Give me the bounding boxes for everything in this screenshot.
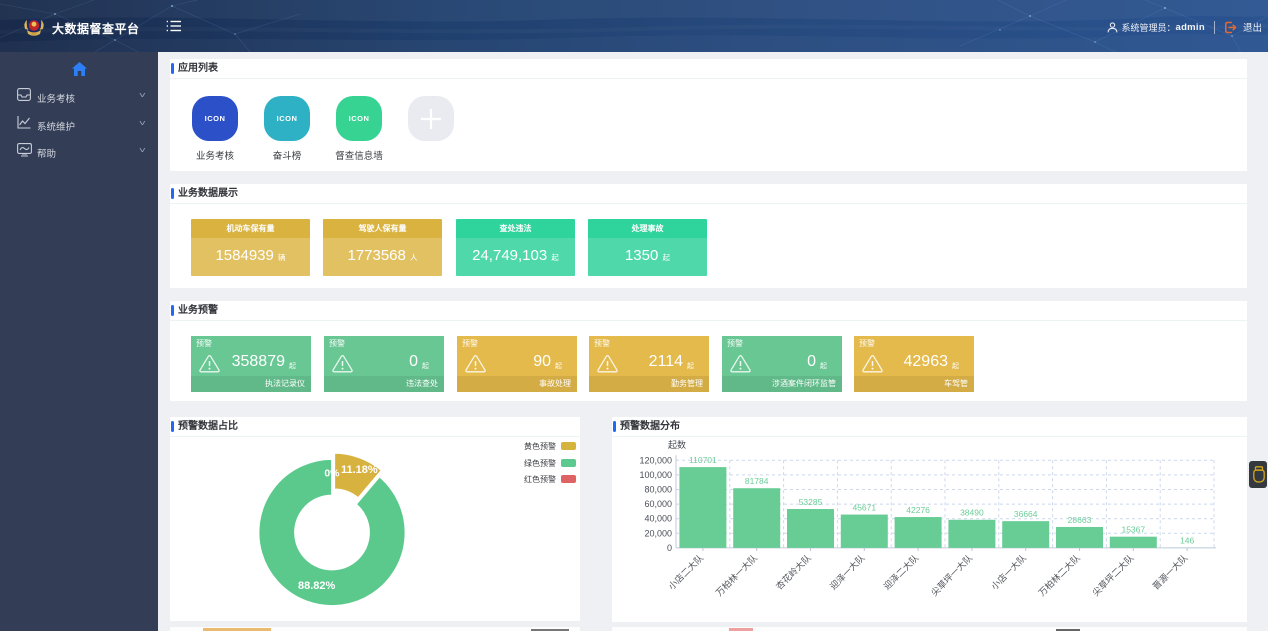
svg-text:万柏林一大队: 万柏林一大队: [713, 552, 759, 598]
svg-text:100,000: 100,000: [639, 470, 672, 480]
svg-text:小店一大队: 小店一大队: [989, 552, 1029, 592]
svg-text:晋源一大队: 晋源一大队: [1150, 552, 1190, 592]
svg-text:146: 146: [1180, 536, 1194, 546]
svg-text:42276: 42276: [906, 505, 930, 515]
svg-text:53285: 53285: [799, 497, 823, 507]
svg-text:尖草坪一大队: 尖草坪一大队: [928, 552, 974, 598]
svg-text:0: 0: [667, 543, 672, 553]
svg-text:迎泽二大队: 迎泽二大队: [881, 552, 921, 592]
svg-text:杏花岭大队: 杏花岭大队: [773, 552, 813, 592]
svg-text:0%: 0%: [324, 468, 340, 480]
svg-text:迎泽一大队: 迎泽一大队: [827, 552, 867, 592]
svg-text:小店二大队: 小店二大队: [666, 552, 706, 592]
svg-text:45671: 45671: [852, 502, 876, 512]
svg-text:36664: 36664: [1014, 509, 1038, 519]
svg-text:起数: 起数: [668, 439, 686, 450]
svg-text:万柏林二大队: 万柏林二大队: [1036, 552, 1082, 598]
svg-text:81784: 81784: [745, 476, 769, 486]
svg-text:120,000: 120,000: [639, 455, 672, 465]
svg-text:110701: 110701: [689, 455, 717, 465]
svg-text:60,000: 60,000: [644, 499, 672, 509]
svg-text:20,000: 20,000: [644, 528, 672, 538]
svg-text:15367: 15367: [1121, 525, 1145, 535]
svg-text:尖草坪二大队: 尖草坪二大队: [1090, 552, 1136, 598]
svg-text:80,000: 80,000: [644, 485, 672, 495]
svg-text:11.18%: 11.18%: [341, 464, 378, 476]
svg-text:88.82%: 88.82%: [298, 580, 336, 592]
svg-text:38490: 38490: [960, 508, 984, 518]
svg-text:40,000: 40,000: [644, 514, 672, 524]
svg-text:28663: 28663: [1068, 515, 1092, 525]
